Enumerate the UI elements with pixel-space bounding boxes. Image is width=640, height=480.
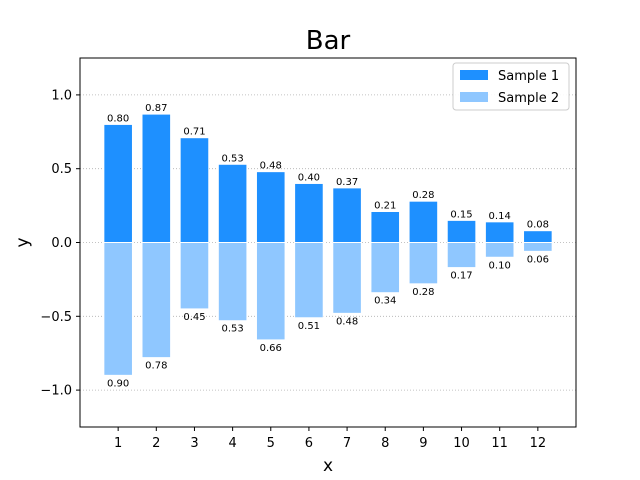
legend: Sample 1 Sample 2	[452, 62, 570, 111]
bar-sample-2	[370, 242, 401, 294]
y-tick-label: 0.0	[51, 236, 72, 251]
data-label: 0.15	[450, 209, 472, 220]
data-label: 0.48	[260, 161, 282, 172]
data-label: 0.14	[489, 211, 511, 222]
data-label: 0.37	[336, 177, 358, 188]
bar-sample-1	[332, 187, 362, 243]
bar-sample-2	[179, 242, 210, 310]
legend-label-sample-2: Sample 2	[498, 91, 559, 106]
bar-sample-2	[103, 242, 133, 376]
x-axis-title: x	[323, 456, 333, 476]
bar-sample-2	[294, 242, 324, 319]
bar-sample-1	[255, 171, 286, 243]
data-label: 0.28	[412, 287, 434, 298]
x-tick-label: 6	[305, 436, 313, 451]
y-tick-label: −1.0	[40, 384, 72, 399]
x-tick-label: 5	[267, 436, 275, 451]
data-label: 0.78	[145, 361, 167, 372]
data-label: 0.71	[183, 127, 205, 138]
bar-sample-2	[484, 242, 515, 258]
y-tick-label: 0.5	[51, 162, 72, 177]
bar-sample-1	[217, 163, 248, 243]
x-tick-label: 12	[530, 436, 547, 451]
x-tick-label: 11	[491, 436, 508, 451]
bar-sample-1	[484, 221, 515, 243]
data-label: 0.51	[298, 321, 320, 332]
bar-sample-2	[217, 242, 248, 322]
bar-sample-2	[141, 242, 172, 359]
x-tick-label: 3	[190, 436, 198, 451]
data-labels: 0.80 0.87 0.71 0.53 0.48 0.40 0.37 0.21 0.28 0.15…	[107, 103, 549, 389]
data-label: 0.06	[527, 254, 549, 265]
bar-sample-1	[408, 200, 439, 243]
data-label: 0.34	[374, 296, 396, 307]
data-label: 0.45	[183, 312, 205, 323]
bars	[103, 113, 553, 376]
data-label: 0.21	[374, 201, 396, 212]
bar-sample-2	[446, 242, 477, 269]
x-tick-label: 7	[343, 436, 351, 451]
data-label: 0.90	[107, 378, 129, 389]
data-label: 0.87	[145, 103, 167, 114]
bar-sample-2	[332, 242, 362, 314]
data-label: 0.28	[412, 190, 434, 201]
data-label: 0.53	[221, 324, 243, 335]
bar-sample-1	[446, 219, 477, 243]
bar-sample-2	[255, 242, 286, 341]
bar-sample-1	[370, 211, 401, 243]
y-tick-label: 1.0	[51, 88, 72, 103]
legend-swatch-sample-1	[460, 70, 488, 80]
bar-sample-1	[179, 137, 210, 243]
bar-sample-1	[141, 113, 172, 243]
bar-sample-1	[294, 182, 324, 244]
data-label: 0.80	[107, 113, 129, 124]
bar-sample-2	[523, 242, 553, 252]
bar-sample-1	[523, 230, 553, 244]
bar-sample-1	[103, 123, 133, 243]
data-label: 0.40	[298, 172, 320, 183]
data-label: 0.48	[336, 316, 358, 327]
data-label: 0.08	[527, 220, 549, 231]
data-label: 0.10	[489, 260, 511, 271]
data-label: 0.17	[450, 271, 472, 282]
legend-label-sample-1: Sample 1	[498, 69, 559, 84]
data-label: 0.53	[221, 153, 243, 164]
x-tick-label: 1	[114, 436, 122, 451]
axes: −1.0−0.50.00.51.01 2 3 4 5 6 7 8 9 10 11 12	[40, 88, 546, 451]
x-tick-label: 8	[381, 436, 389, 451]
x-tick-label: 2	[152, 436, 160, 451]
legend-swatch-sample-2	[460, 92, 488, 102]
y-axis-title: y	[13, 237, 33, 247]
x-tick-label: 9	[419, 436, 427, 451]
y-tick-label: −0.5	[40, 310, 72, 325]
data-label: 0.66	[260, 343, 282, 354]
x-tick-label: 4	[228, 436, 236, 451]
bar-sample-2	[408, 242, 439, 285]
x-tick-label: 10	[453, 436, 470, 451]
chart-title: Bar	[306, 26, 351, 56]
